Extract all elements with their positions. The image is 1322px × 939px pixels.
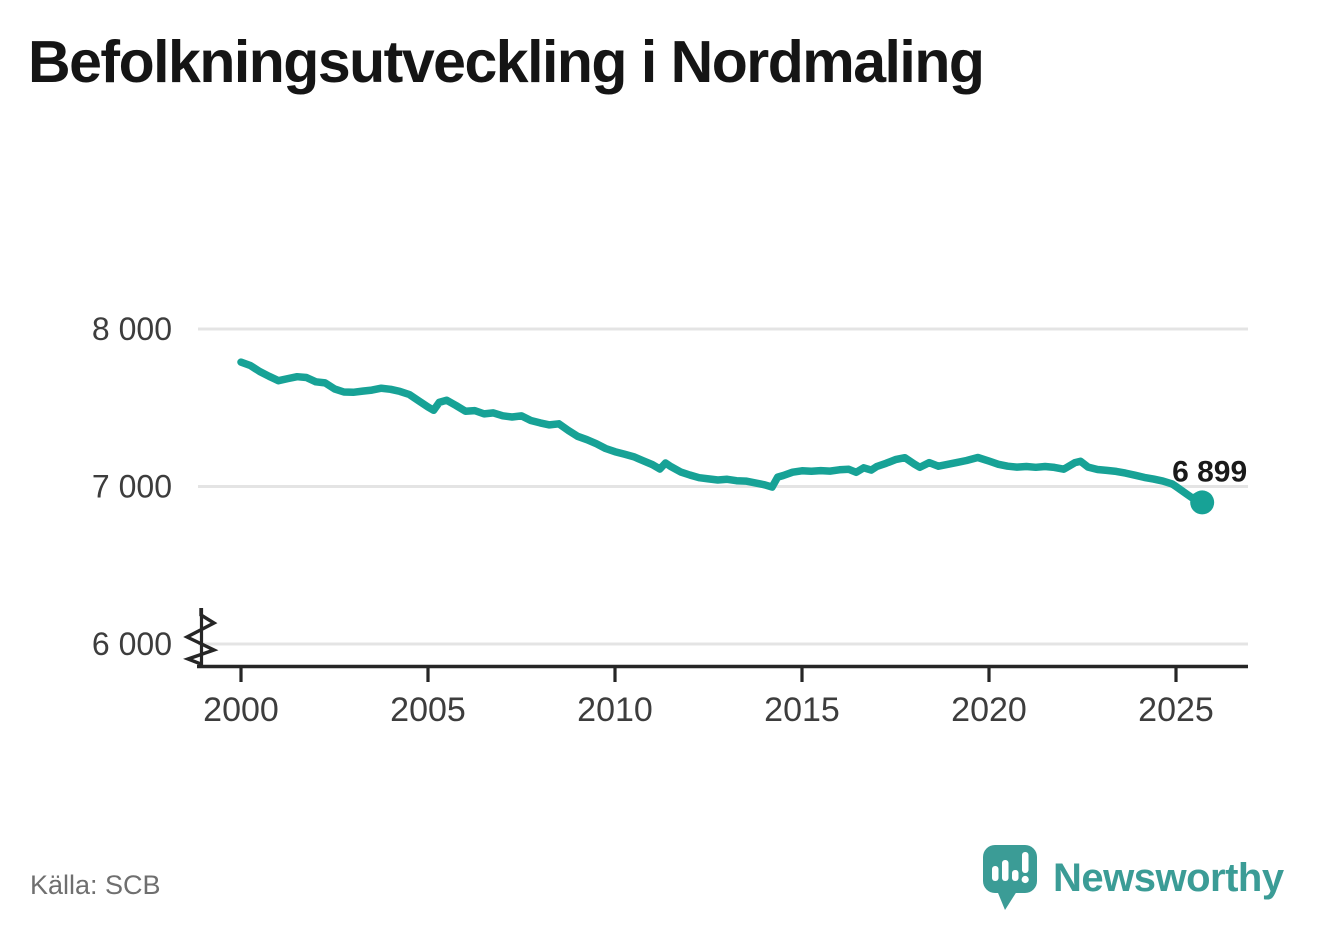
series-end-value-label: 6 899: [1172, 455, 1247, 488]
x-tick-label-2005: 2005: [390, 691, 466, 729]
series-end-dot: [1190, 490, 1215, 515]
x-tick-label-2015: 2015: [764, 691, 840, 729]
x-tick-label-2000: 2000: [203, 691, 279, 729]
y-tick-label-7000: 7 000: [92, 469, 172, 505]
x-tick-label-2010: 2010: [577, 691, 653, 729]
x-tick-label-2025: 2025: [1138, 691, 1214, 729]
y-tick-label-6000: 6 000: [92, 626, 172, 662]
x-tick-label-2020: 2020: [951, 691, 1027, 729]
source-label: Källa: SCB: [30, 870, 161, 900]
newsworthy-logo[interactable]: Newsworthy: [982, 844, 1284, 912]
y-axis-break-icon: [183, 608, 219, 668]
newsworthy-logo-text: Newsworthy: [1053, 855, 1284, 900]
page-title: Befolkningsutveckling i Nordmaling: [28, 29, 985, 95]
y-tick-label-8000: 8 000: [92, 311, 172, 347]
population-series-line: [237, 358, 1206, 507]
newsworthy-logo-icon: [983, 845, 1037, 910]
